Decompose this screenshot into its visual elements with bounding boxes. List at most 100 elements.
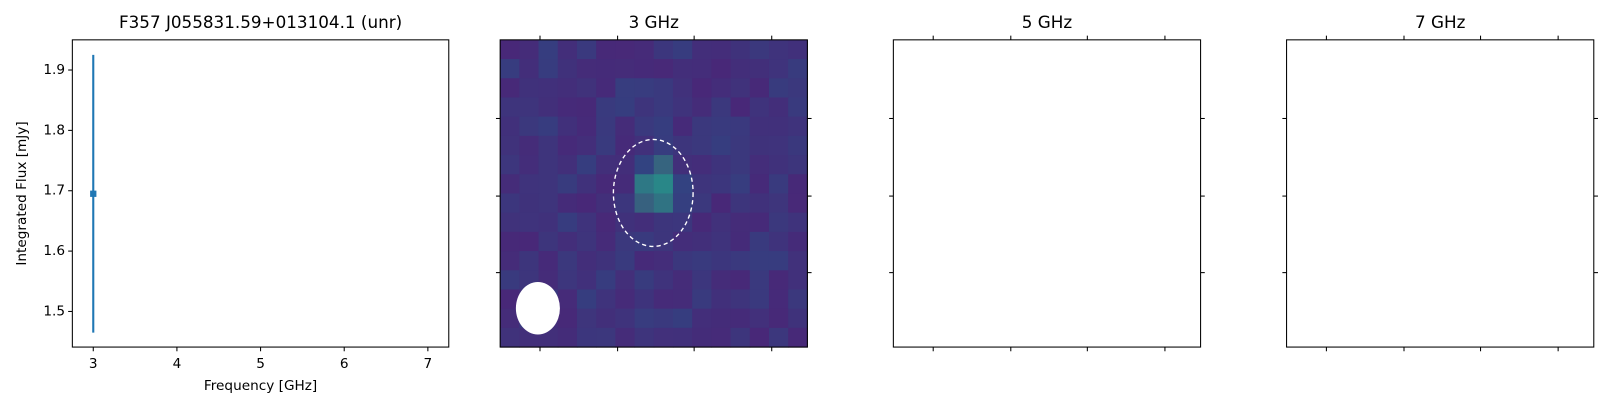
heatmap — [500, 39, 808, 348]
heatmap-cell — [557, 97, 578, 118]
heatmap-cell — [672, 39, 693, 60]
heatmap-cell — [730, 78, 751, 98]
heatmap-cell — [596, 193, 616, 214]
heatmap-cell — [500, 212, 520, 233]
heatmap-cell — [730, 289, 751, 310]
heatmap-cell — [749, 59, 770, 79]
heatmap-cell — [692, 39, 712, 60]
heatmap-cell — [557, 39, 578, 60]
heatmap-cell — [538, 97, 559, 118]
heatmap-cell — [711, 59, 732, 79]
heatmap-cell — [788, 59, 808, 79]
heatmap-cell — [576, 155, 597, 175]
heatmap-cell — [576, 289, 597, 310]
heatmap-cell — [634, 289, 655, 310]
heatmap-cell — [615, 251, 636, 271]
heatmap-cell — [615, 97, 636, 118]
heatmap-cell — [653, 135, 674, 156]
heatmap-cell — [557, 289, 578, 310]
heatmap-cell — [749, 97, 770, 118]
heatmap-cell — [768, 231, 789, 252]
beam — [515, 282, 560, 335]
heatmap-cell — [557, 174, 578, 194]
heatmap-cell — [692, 97, 712, 118]
heatmap-cell — [596, 327, 616, 348]
heatmap-cell — [788, 97, 808, 118]
heatmap-cell — [615, 174, 636, 194]
heatmap-cell — [788, 231, 808, 252]
heatmap-cell — [538, 174, 559, 194]
heatmap-cell — [576, 212, 597, 233]
heatmap-cell — [692, 327, 712, 348]
heatmap-cell — [692, 174, 712, 194]
heatmap-cell — [576, 308, 597, 329]
heatmap-cell — [788, 78, 808, 98]
heatmap-cell — [749, 135, 770, 156]
heatmap-cell — [538, 59, 559, 79]
y-axis-label: Integrated Flux [mJy] — [14, 121, 30, 265]
x-tick-label: 3 — [89, 356, 98, 372]
heatmap-cell — [596, 231, 616, 252]
heatmap-cell — [596, 116, 616, 137]
heatmap-cell — [538, 116, 559, 137]
heatmap-cell — [672, 97, 693, 118]
heatmap-cell — [749, 155, 770, 175]
heatmap-cell — [672, 327, 693, 348]
heatmap-cell — [500, 231, 520, 252]
heatmap-cell — [634, 39, 655, 60]
heatmap-cell — [596, 270, 616, 290]
heatmap-cell — [500, 116, 520, 137]
heatmap-cell — [749, 327, 770, 348]
panel-title: F357 J055831.59+013104.1 (unr) — [119, 12, 402, 32]
heatmap-cell — [634, 270, 655, 290]
heatmap-cell — [749, 212, 770, 233]
heatmap-cell — [519, 155, 540, 175]
heatmap-cell — [576, 59, 597, 79]
heatmap-cell — [557, 212, 578, 233]
heatmap-cell — [749, 174, 770, 194]
heatmap-cell — [615, 193, 636, 214]
heatmap-cell — [557, 251, 578, 271]
heatmap-cell — [711, 155, 732, 175]
heatmap-cell — [768, 78, 789, 98]
x-tick-label: 5 — [256, 356, 265, 372]
heatmap-cell — [749, 270, 770, 290]
heatmap-cell — [711, 39, 732, 60]
heatmap-cell — [730, 270, 751, 290]
heatmap-cell — [557, 135, 578, 156]
heatmap-cell — [653, 289, 674, 310]
heatmap-cell — [730, 231, 751, 252]
heatmap-cell — [672, 155, 693, 175]
heatmap-cell — [749, 39, 770, 60]
heatmap-cell — [749, 251, 770, 271]
heatmap-cell — [500, 39, 520, 60]
heatmap-cell — [768, 251, 789, 271]
heatmap-cell — [596, 59, 616, 79]
heatmap-cell — [692, 251, 712, 271]
panel-title: 5 GHz — [1022, 12, 1073, 32]
heatmap-cell — [519, 251, 540, 271]
heatmap-cell — [692, 59, 712, 79]
heatmap-cell — [788, 251, 808, 271]
heatmap-cell — [768, 270, 789, 290]
heatmap-cell — [788, 212, 808, 233]
source-ellipse — [612, 138, 694, 248]
heatmap-cell — [500, 135, 520, 156]
y-tick-label: 1.8 — [43, 122, 65, 138]
y-tick-label: 1.5 — [43, 303, 65, 319]
heatmap-cell — [519, 59, 540, 79]
heatmap-cell — [749, 193, 770, 214]
heatmap-cell — [672, 174, 693, 194]
heatmap-cell — [519, 135, 540, 156]
heatmap-cell — [653, 174, 674, 194]
heatmap-cell — [653, 78, 674, 98]
heatmap-cell — [768, 155, 789, 175]
heatmap-cell — [500, 251, 520, 271]
heatmap-cell — [768, 174, 789, 194]
heatmap-cell — [768, 39, 789, 60]
heatmap-cell — [730, 97, 751, 118]
heatmap-cell — [692, 155, 712, 175]
heatmap-cell — [634, 155, 655, 175]
heatmap-cell — [576, 78, 597, 98]
